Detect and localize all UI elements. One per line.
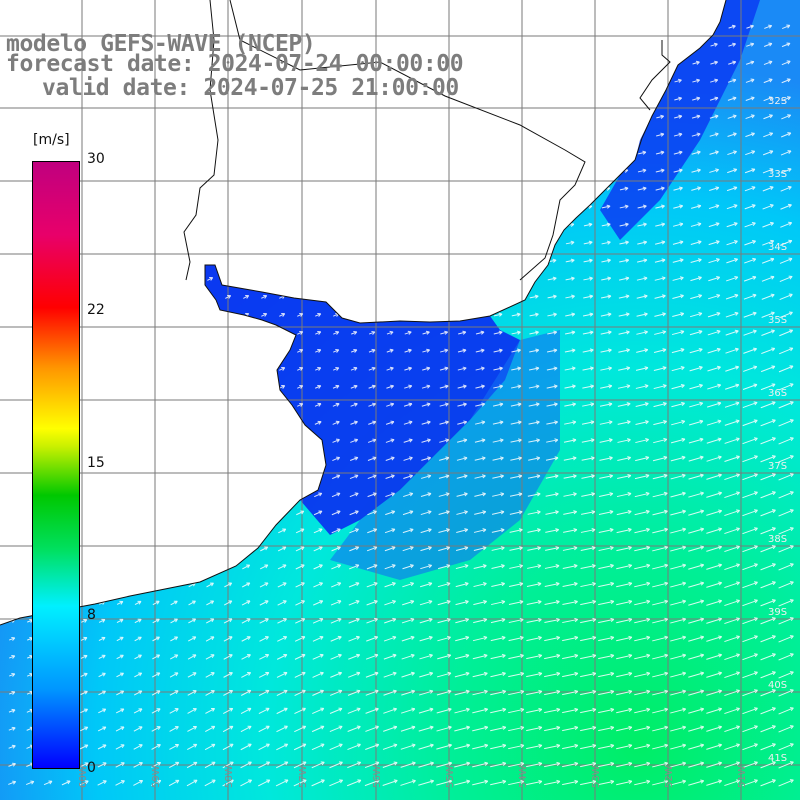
lagoon-border xyxy=(639,40,671,111)
colorbar xyxy=(32,161,80,769)
lon-tick-label: 56W xyxy=(372,765,383,788)
colorbar-tick-0: 0 xyxy=(87,760,96,776)
lon-tick-label: 54W xyxy=(518,765,529,788)
lat-tick-label: 39S xyxy=(768,607,787,618)
river-border xyxy=(183,0,219,281)
forecast-date: forecast date: 2024-07-24 00:00:00 xyxy=(6,51,464,77)
lat-tick-label: 37S xyxy=(768,461,787,472)
country-border xyxy=(229,0,586,281)
lon-tick-label: 58W xyxy=(224,765,235,788)
colorbar-tick-8: 8 xyxy=(87,607,96,623)
lon-tick-label: 60W xyxy=(78,765,89,788)
lat-tick-label: 36S xyxy=(768,388,787,399)
valid-date: valid date: 2024-07-25 21:00:00 xyxy=(42,75,459,101)
coast-outline xyxy=(0,0,727,626)
lat-tick-label: 33S xyxy=(768,169,787,180)
colorbar-unit: [m/s] xyxy=(33,132,70,148)
model-title: modelo GEFS-WAVE (NCEP) xyxy=(6,31,316,57)
axis-labels: 60W 59W 58W 57W 56W 55W 54W 53W 52W 51W 32S 33S 34S 3… xyxy=(78,96,787,788)
lon-tick-label: 51W xyxy=(737,765,748,788)
lat-tick-label: 32S xyxy=(768,96,787,107)
lon-tick-label: 53W xyxy=(591,765,602,788)
wind-arrows xyxy=(8,24,794,787)
colorbar-tick-30: 30 xyxy=(87,151,105,167)
lat-tick-label: 38S xyxy=(768,534,787,545)
colorbar-tick-15: 15 xyxy=(87,455,105,471)
lat-tick-label: 41S xyxy=(768,753,787,764)
calm-north-zone xyxy=(600,0,760,240)
lat-tick-label: 35S xyxy=(768,315,787,326)
coastline xyxy=(0,0,727,626)
lon-tick-label: 57W xyxy=(298,765,309,788)
lat-tick-label: 40S xyxy=(768,680,787,691)
lon-tick-label: 59W xyxy=(151,765,162,788)
lat-tick-label: 34S xyxy=(768,242,787,253)
light-wind-zone xyxy=(330,330,560,580)
lon-tick-label: 55W xyxy=(445,765,456,788)
colorbar-tick-22: 22 xyxy=(87,302,105,318)
lon-tick-label: 52W xyxy=(664,765,675,788)
